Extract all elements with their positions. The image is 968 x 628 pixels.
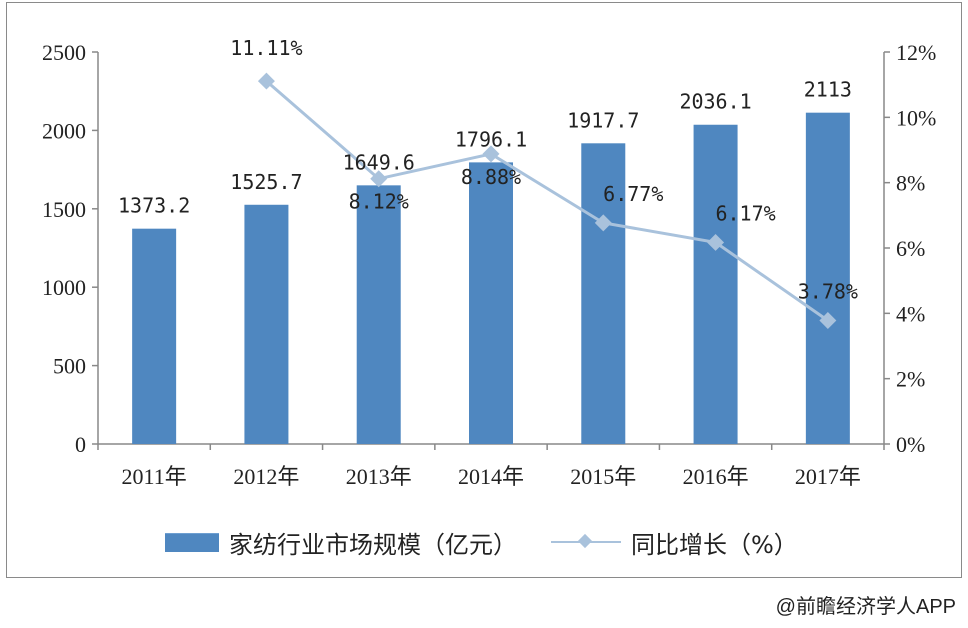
legend-bar-label: 家纺行业市场规模（亿元） <box>229 530 517 559</box>
x-tick-label: 2017年 <box>795 464 861 489</box>
y-right-tick-label: 10% <box>896 105 936 130</box>
x-tick-label: 2012年 <box>233 464 299 489</box>
x-tick-label: 2011年 <box>122 464 187 489</box>
legend-line-label: 同比增长（%） <box>631 530 798 559</box>
bar <box>693 124 738 445</box>
line-point <box>257 72 275 90</box>
y-left-tick-label: 2500 <box>42 40 86 65</box>
y-right-tick-label: 8% <box>896 171 925 196</box>
line-value-label: 8.88% <box>461 165 521 189</box>
bar <box>356 185 401 444</box>
legend: 家纺行业市场规模（亿元） 同比增长（%） <box>165 522 798 562</box>
x-tick-label: 2016年 <box>683 464 749 489</box>
line-value-label: 8.12% <box>349 190 409 214</box>
line-point <box>370 170 388 188</box>
y-left-tick-label: 2000 <box>42 118 86 143</box>
x-tick-label: 2015年 <box>570 464 636 489</box>
y-left-tick-label: 1500 <box>42 197 86 222</box>
data-labels: 1373.2 1525.7 1649.6 1796.1 1917.7 2036.1 2113… <box>118 36 858 303</box>
bar-value-label: 1525.7 <box>230 170 302 194</box>
bar-series <box>132 112 850 445</box>
x-tick-label: 2014年 <box>458 464 524 489</box>
bar <box>244 204 289 444</box>
line-point <box>482 145 500 163</box>
bar <box>805 112 850 444</box>
line-value-label: 6.77% <box>603 182 663 206</box>
line-point <box>819 312 837 330</box>
footer-credit: @前瞻经济学人APP <box>775 596 956 618</box>
line-value-label: 3.78% <box>798 280 858 304</box>
line-value-label: 11.11% <box>230 36 302 60</box>
bar-value-label: 2113 <box>804 78 852 102</box>
growth-line <box>265 79 829 322</box>
bar-value-label: 1373.2 <box>118 194 190 218</box>
y-right-tick-label: 2% <box>896 367 925 392</box>
y-right-tick-label: 12% <box>896 40 936 65</box>
y-left-tick-label: 1000 <box>42 275 86 300</box>
bar-value-label: 1649.6 <box>343 150 415 174</box>
y-right-tick-label: 0% <box>896 432 925 457</box>
bar-value-label: 1796.1 <box>455 127 527 151</box>
y-right-tick-label: 6% <box>896 236 925 261</box>
y-right-tick-label: 4% <box>896 301 925 326</box>
line-series <box>257 72 837 330</box>
y-left-tick-label: 500 <box>53 354 86 379</box>
bar <box>132 228 177 444</box>
bar <box>469 162 513 444</box>
bar-value-label: 1917.7 <box>567 108 639 132</box>
legend-item-line: 同比增长（%） <box>551 525 798 560</box>
line-point <box>594 214 612 232</box>
legend-line-swatch <box>551 533 621 551</box>
legend-item-bar: 家纺行业市场规模（亿元） <box>165 525 517 560</box>
bar-value-label: 2036.1 <box>679 90 751 114</box>
y-left-tick-label: 0 <box>75 432 86 457</box>
line-value-label: 6.17% <box>715 201 775 225</box>
axes: 0 500 1000 1500 2000 2500 0% 2% 4% 6% 8% 10% 12% 2011… <box>42 40 936 489</box>
bar <box>581 143 626 445</box>
x-tick-label: 2013年 <box>346 464 412 489</box>
legend-bar-swatch <box>165 532 219 552</box>
line-point <box>707 233 725 251</box>
